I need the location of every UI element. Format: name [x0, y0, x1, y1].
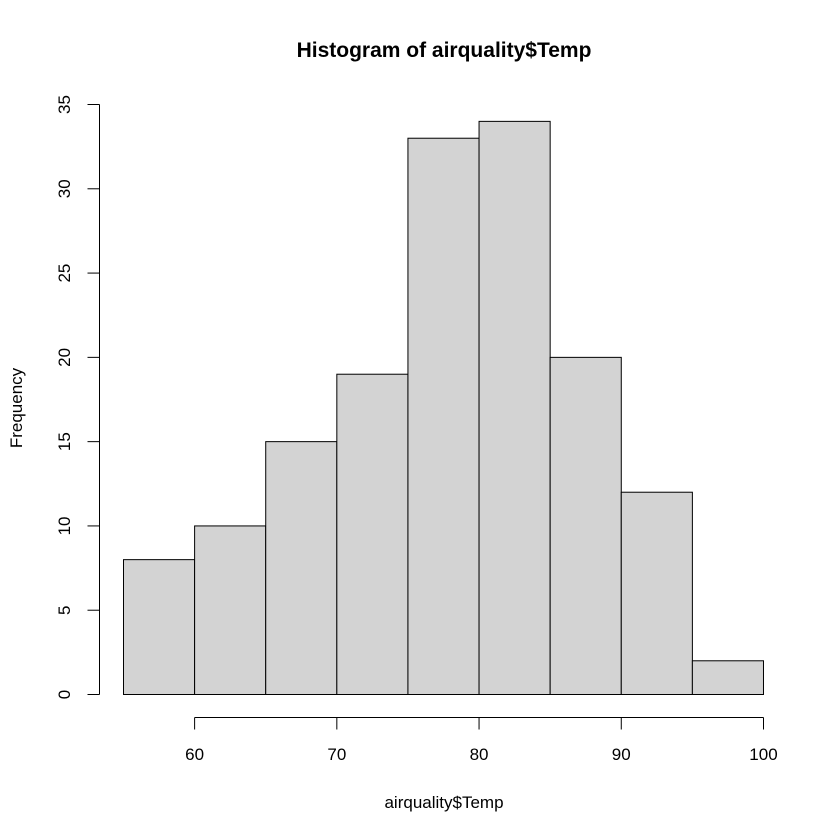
histogram-bar-4 — [336, 373, 409, 695]
chart-title: Histogram of airquality$Temp — [297, 39, 592, 62]
y-axis-label: Frequency — [7, 367, 26, 448]
x-axis: 60 70 80 90 100 — [185, 717, 778, 764]
histogram-bar-2 — [194, 525, 267, 695]
x-tick-label: 100 — [749, 745, 777, 764]
y-tick-label: 15 — [55, 432, 74, 451]
histogram-bar-6 — [478, 120, 551, 695]
histogram-bar-8 — [620, 491, 693, 695]
histogram-bar-5 — [407, 137, 480, 695]
histogram-bar-7 — [549, 356, 622, 695]
y-tick-label: 25 — [55, 264, 74, 283]
x-tick-label: 60 — [185, 745, 204, 764]
y-tick-label: 30 — [55, 179, 74, 198]
histogram-bar-9 — [691, 660, 764, 696]
y-tick-label: 35 — [55, 95, 74, 114]
bars-group — [123, 120, 764, 696]
y-tick-label: 5 — [55, 605, 74, 614]
x-tick-label: 80 — [470, 745, 489, 764]
y-tick-label: 20 — [55, 348, 74, 367]
y-axis: 0 5 10 15 20 25 30 35 — [55, 95, 100, 699]
y-tick-label: 10 — [55, 516, 74, 535]
x-axis-label: airquality$Temp — [384, 793, 503, 812]
x-tick-label: 90 — [612, 745, 631, 764]
x-tick-label: 70 — [327, 745, 346, 764]
y-tick-label: 0 — [55, 690, 74, 699]
histogram-bar-3 — [265, 441, 338, 695]
histogram-bar-1 — [123, 559, 196, 695]
